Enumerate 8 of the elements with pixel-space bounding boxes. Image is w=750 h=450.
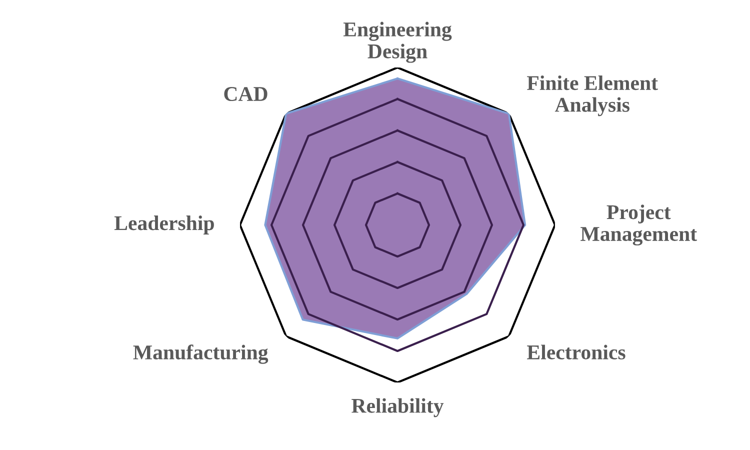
spoke-label: Reliability	[352, 398, 444, 418]
spoke-label: Manufacturing	[133, 344, 268, 364]
spoke-label: Leadership	[114, 216, 214, 234]
spoke-label: Electronics	[527, 344, 626, 360]
spoke-label: Finite Element Analysis	[527, 75, 658, 116]
spoke-label: Engineering Design	[343, 22, 452, 63]
spoke-label: Project Management	[580, 204, 697, 246]
spoke-label: CAD	[224, 87, 268, 102]
